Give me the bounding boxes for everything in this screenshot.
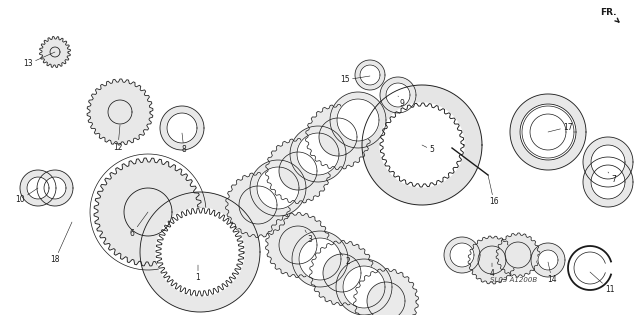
Polygon shape	[279, 152, 317, 190]
Text: 12: 12	[113, 125, 123, 152]
Polygon shape	[337, 99, 379, 141]
Polygon shape	[538, 250, 558, 270]
Text: 8: 8	[182, 133, 186, 154]
Polygon shape	[167, 113, 197, 143]
Polygon shape	[510, 94, 586, 170]
Polygon shape	[353, 268, 419, 315]
Polygon shape	[292, 231, 348, 287]
Polygon shape	[496, 233, 540, 277]
Text: 6: 6	[129, 212, 148, 238]
Polygon shape	[20, 170, 56, 206]
Polygon shape	[336, 259, 392, 315]
Polygon shape	[140, 192, 260, 312]
Polygon shape	[450, 243, 474, 267]
Polygon shape	[279, 226, 317, 264]
Polygon shape	[257, 167, 299, 209]
Polygon shape	[266, 213, 330, 278]
Polygon shape	[367, 282, 405, 315]
Polygon shape	[360, 65, 380, 85]
Text: FR.: FR.	[600, 8, 619, 22]
Polygon shape	[583, 157, 633, 207]
Text: 18: 18	[51, 222, 72, 265]
Text: 3: 3	[305, 230, 312, 244]
Polygon shape	[591, 145, 625, 179]
Polygon shape	[323, 254, 361, 292]
Polygon shape	[319, 118, 357, 156]
Polygon shape	[305, 105, 371, 169]
Polygon shape	[522, 106, 574, 158]
Text: 15: 15	[340, 76, 370, 84]
Polygon shape	[290, 126, 346, 182]
Polygon shape	[380, 77, 416, 113]
Polygon shape	[386, 83, 410, 107]
Polygon shape	[468, 236, 516, 284]
Polygon shape	[310, 240, 374, 306]
Polygon shape	[478, 246, 506, 274]
Polygon shape	[330, 92, 386, 148]
Polygon shape	[160, 106, 204, 150]
Polygon shape	[94, 158, 202, 266]
Polygon shape	[531, 243, 565, 277]
Polygon shape	[380, 103, 464, 187]
Text: 5: 5	[422, 145, 435, 154]
Text: 1: 1	[196, 265, 200, 283]
Polygon shape	[37, 170, 73, 206]
Polygon shape	[44, 177, 66, 199]
Polygon shape	[444, 237, 480, 273]
Polygon shape	[299, 238, 341, 280]
Polygon shape	[266, 139, 330, 203]
Polygon shape	[108, 100, 132, 124]
Polygon shape	[250, 160, 306, 216]
Polygon shape	[520, 104, 576, 160]
Polygon shape	[225, 173, 291, 238]
Text: 7: 7	[608, 172, 616, 185]
Text: 9: 9	[398, 96, 404, 108]
Text: 11: 11	[590, 272, 615, 295]
Polygon shape	[362, 85, 482, 205]
Polygon shape	[583, 137, 633, 187]
Polygon shape	[40, 37, 70, 67]
Polygon shape	[124, 188, 172, 236]
Text: 13: 13	[23, 52, 55, 68]
Polygon shape	[50, 47, 60, 57]
Text: 2: 2	[340, 252, 350, 266]
Text: 10: 10	[15, 188, 38, 204]
Polygon shape	[530, 114, 566, 150]
Polygon shape	[591, 165, 625, 199]
Polygon shape	[343, 266, 385, 308]
Polygon shape	[27, 177, 49, 199]
Polygon shape	[239, 186, 277, 224]
Text: 4: 4	[490, 263, 495, 278]
Text: 17: 17	[548, 123, 573, 132]
Text: 14: 14	[547, 262, 557, 284]
Polygon shape	[297, 133, 339, 175]
Polygon shape	[156, 208, 244, 296]
Text: SL03 A1200B: SL03 A1200B	[490, 277, 537, 283]
Text: 16: 16	[488, 175, 499, 207]
Polygon shape	[87, 79, 153, 145]
Polygon shape	[355, 60, 385, 90]
Polygon shape	[505, 242, 531, 268]
